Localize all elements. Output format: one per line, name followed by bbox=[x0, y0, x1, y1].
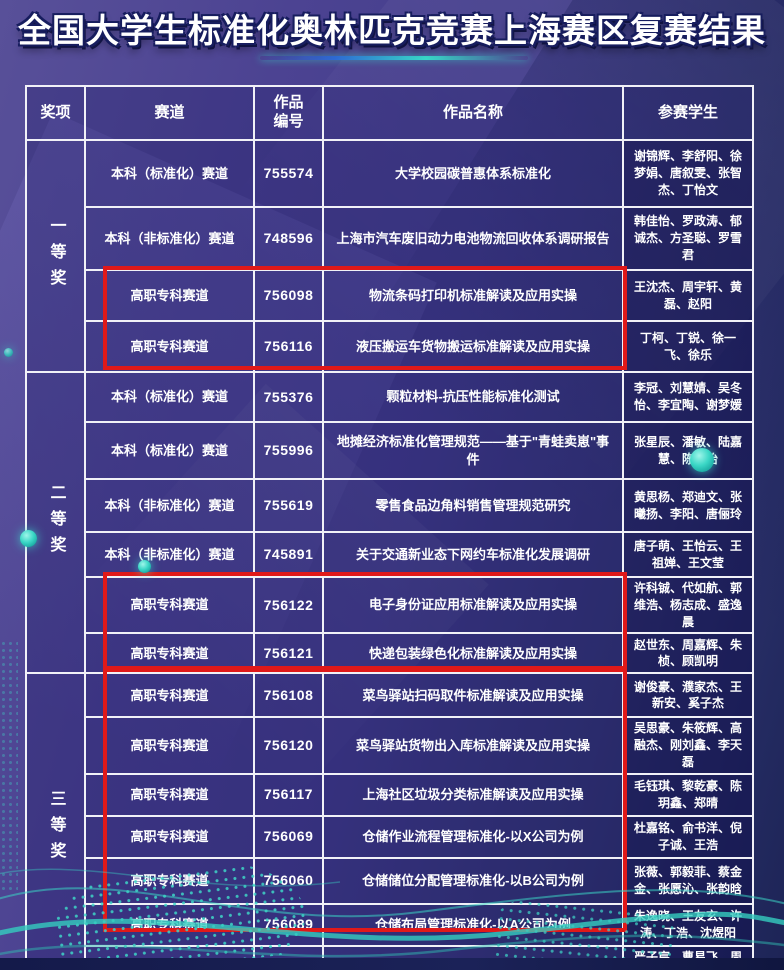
results-table: 奖项 赛道 作品编号 作品名称 参赛学生 一等奖 本科（标准化）赛道 755574… bbox=[25, 85, 754, 970]
table-row: 本科（非标准化）赛道 755619 零售食品边角料销售管理规范研究 黄思杨、郑迪… bbox=[26, 478, 754, 533]
work-title-cell: 电子身份证应用标准解读及应用实操 bbox=[322, 575, 624, 635]
track-cell: 高职专科赛道 bbox=[84, 269, 255, 322]
award-label: 三等奖 bbox=[47, 790, 65, 869]
track-cell: 本科（非标准化）赛道 bbox=[84, 206, 255, 271]
work-title-cell: 仓储作业流程管理标准化-以X公司为例 bbox=[322, 814, 624, 859]
track-cell: 本科（标准化）赛道 bbox=[84, 139, 255, 208]
students-cell: 谢锦辉、李舒阳、徐梦娟、唐叙雯、张智杰、丁怡文 bbox=[622, 139, 754, 208]
work-title-cell: 液压搬运车货物搬运标准解读及应用实操 bbox=[322, 320, 624, 373]
work-title-cell: 仓储储位分配管理标准化-以B公司为例 bbox=[322, 856, 624, 905]
entry-id-cell: 745891 bbox=[253, 531, 324, 578]
track-cell: 高职专科赛道 bbox=[84, 575, 255, 635]
work-title-cell: 上海社区垃圾分类标准解读及应用实操 bbox=[322, 772, 624, 817]
table-header-row: 奖项 赛道 作品编号 作品名称 参赛学生 bbox=[25, 85, 754, 141]
col-header-work-title: 作品名称 bbox=[322, 85, 624, 141]
work-title-cell: 大学校园碳普惠体系标准化 bbox=[322, 139, 624, 208]
table-row: 本科（非标准化）赛道 748596 上海市汽车废旧动力电池物流回收体系调研报告 … bbox=[26, 206, 754, 271]
work-title-cell: 零售食品边角料销售管理规范研究 bbox=[322, 478, 624, 533]
track-cell: 高职专科赛道 bbox=[84, 632, 255, 675]
students-cell: 王沈杰、周宇轩、黄磊、赵阳 bbox=[622, 269, 754, 322]
entry-id-cell: 756069 bbox=[253, 814, 324, 859]
track-cell: 高职专科赛道 bbox=[84, 856, 255, 905]
students-cell: 毛钰琪、黎乾豪、陈玥鑫、郑晴 bbox=[622, 772, 754, 817]
table-row: 一等奖 本科（标准化）赛道 755574 大学校园碳普惠体系标准化 谢锦辉、李舒阳… bbox=[25, 139, 754, 373]
table-row: 高职专科赛道 756060 仓储储位分配管理标准化-以B公司为例 张薇、郭毅菲、… bbox=[26, 856, 754, 905]
table-row: 高职专科赛道 756089 仓储布局管理标准化-以A公司为例 朱逸晓、王友玄、许… bbox=[26, 902, 754, 947]
students-cell: 李冠、刘慧婧、吴冬怡、李宜陶、谢梦媛 bbox=[622, 371, 754, 423]
students-cell: 赵世东、周嘉辉、朱桢、顾凯明 bbox=[622, 632, 754, 675]
entry-id-cell: 756116 bbox=[253, 320, 324, 373]
teal-glow-dot bbox=[4, 348, 13, 357]
students-cell: 唐子萌、王怡云、王祖婵、王文莹 bbox=[622, 531, 754, 578]
work-title-cell: 仓储布局管理标准化-以A公司为例 bbox=[322, 902, 624, 947]
track-cell: 高职专科赛道 bbox=[84, 772, 255, 817]
title-divider-line bbox=[260, 56, 528, 60]
entry-id-cell: 756117 bbox=[253, 772, 324, 817]
students-cell: 杜嘉铭、俞书洋、倪子诚、王浩 bbox=[622, 814, 754, 859]
students-cell: 谢俊豪、濮家杰、王新安、奚子杰 bbox=[622, 672, 754, 719]
students-cell: 吴思豪、朱筱辉、高融杰、刚刘鑫、李天磊 bbox=[622, 716, 754, 775]
table-row: 高职专科赛道 756121 快递包装绿色化标准解读及应用实操 赵世东、周嘉辉、朱… bbox=[26, 632, 754, 675]
work-title-cell: 物流条码打印机标准解读及应用实操 bbox=[322, 269, 624, 322]
col-header-track: 赛道 bbox=[84, 85, 255, 141]
track-cell: 本科（非标准化）赛道 bbox=[84, 531, 255, 578]
students-cell: 黄思杨、郑迪文、张曦扬、李阳、唐俪玲 bbox=[622, 478, 754, 533]
entry-id-cell: 755996 bbox=[253, 421, 324, 480]
award-cell: 二等奖 bbox=[25, 370, 86, 675]
entry-id-cell: 755574 bbox=[253, 139, 324, 208]
table-row: 高职专科赛道 756117 上海社区垃圾分类标准解读及应用实操 毛钰琪、黎乾豪、… bbox=[26, 772, 754, 817]
entry-id-cell: 756122 bbox=[253, 575, 324, 635]
students-cell: 张星辰、潘敏、陆嘉慧、陈欣怡 bbox=[622, 421, 754, 480]
students-cell: 朱逸晓、王友玄、许涛、丁浩、沈煜阳 bbox=[622, 902, 754, 947]
track-cell: 本科（非标准化）赛道 bbox=[84, 478, 255, 533]
award-label: 一等奖 bbox=[47, 217, 65, 295]
entry-id-cell: 756120 bbox=[253, 716, 324, 775]
award-cell: 三等奖 bbox=[25, 672, 86, 970]
work-title-cell: 地摊经济标准化管理规范——基于"青蛙卖崽"事件 bbox=[322, 421, 624, 480]
entry-id-cell: 756098 bbox=[253, 269, 324, 322]
track-cell: 高职专科赛道 bbox=[84, 672, 255, 719]
entry-id-cell: 755376 bbox=[253, 371, 324, 423]
table-row: 高职专科赛道 756122 电子身份证应用标准解读及应用实操 许科铖、代如航、郭… bbox=[26, 575, 754, 635]
work-title-cell: 关于交通新业态下网约车标准化发展调研 bbox=[322, 531, 624, 578]
table-row: 高职专科赛道 756120 菜鸟驿站货物出入库标准解读及应用实操 吴思豪、朱筱辉… bbox=[26, 716, 754, 775]
entry-id-cell: 756060 bbox=[253, 856, 324, 905]
track-cell: 本科（标准化）赛道 bbox=[84, 421, 255, 480]
entry-id-cell: 748596 bbox=[253, 206, 324, 271]
table-row: 高职专科赛道 756069 仓储作业流程管理标准化-以X公司为例 杜嘉铭、俞书洋… bbox=[26, 814, 754, 859]
work-title-cell: 颗粒材料-抗压性能标准化测试 bbox=[322, 371, 624, 423]
col-header-students: 参赛学生 bbox=[622, 85, 754, 141]
table-row: 高职专科赛道 756098 物流条码打印机标准解读及应用实操 王沈杰、周宇轩、黄… bbox=[26, 269, 754, 322]
col-header-entry-id: 作品编号 bbox=[253, 85, 324, 141]
table-row: 本科（非标准化）赛道 745891 关于交通新业态下网约车标准化发展调研 唐子萌… bbox=[26, 531, 754, 578]
work-title-cell: 上海市汽车废旧动力电池物流回收体系调研报告 bbox=[322, 206, 624, 271]
award-cell: 一等奖 bbox=[25, 139, 86, 373]
col-header-award: 奖项 bbox=[25, 85, 86, 141]
bottom-navy-bar bbox=[0, 958, 784, 970]
students-cell: 许科铖、代如航、郭维浩、杨志成、盛逸晨 bbox=[622, 575, 754, 635]
page-title: 全国大学生标准化奥林匹克竞赛上海赛区复赛结果 bbox=[18, 12, 766, 49]
halftone-dots-decoration bbox=[0, 640, 18, 890]
work-title-cell: 菜鸟驿站扫码取件标准解读及应用实操 bbox=[322, 672, 624, 719]
entry-id-cell: 756121 bbox=[253, 632, 324, 675]
students-cell: 韩佳怡、罗政涛、郁诚杰、方圣聪、罗雪君 bbox=[622, 206, 754, 271]
entry-id-cell: 756089 bbox=[253, 902, 324, 947]
track-cell: 本科（标准化）赛道 bbox=[84, 371, 255, 423]
entry-id-cell: 756108 bbox=[253, 672, 324, 719]
students-cell: 丁柯、丁锐、徐一飞、徐乐 bbox=[622, 320, 754, 373]
work-title-cell: 菜鸟驿站货物出入库标准解读及应用实操 bbox=[322, 716, 624, 775]
table-row: 本科（标准化）赛道 755996 地摊经济标准化管理规范——基于"青蛙卖崽"事件… bbox=[26, 421, 754, 480]
track-cell: 高职专科赛道 bbox=[84, 716, 255, 775]
students-cell: 张薇、郭毅菲、蔡金金、张愿沁、张韵晗 bbox=[622, 856, 754, 905]
track-cell: 高职专科赛道 bbox=[84, 320, 255, 373]
work-title-cell: 快递包装绿色化标准解读及应用实操 bbox=[322, 632, 624, 675]
track-cell: 高职专科赛道 bbox=[84, 902, 255, 947]
entry-id-cell: 755619 bbox=[253, 478, 324, 533]
award-label: 二等奖 bbox=[47, 483, 65, 562]
table-row: 三等奖 高职专科赛道 756108 菜鸟驿站扫码取件标准解读及应用实操 谢俊豪、濮… bbox=[25, 672, 754, 970]
track-cell: 高职专科赛道 bbox=[84, 814, 255, 859]
table-row: 高职专科赛道 756116 液压搬运车货物搬运标准解读及应用实操 丁柯、丁锐、徐… bbox=[26, 320, 754, 373]
table-row: 二等奖 本科（标准化）赛道 755376 颗粒材料-抗压性能标准化测试 李冠、刘慧… bbox=[25, 370, 754, 675]
